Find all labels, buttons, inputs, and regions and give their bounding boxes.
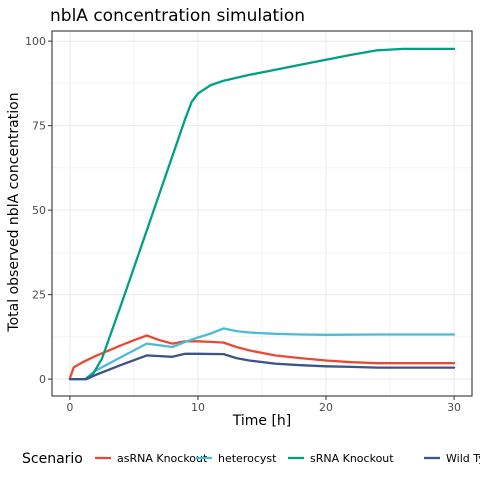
y-axis-title: Total observed nblA concentration xyxy=(6,92,22,332)
y-tick-label: 25 xyxy=(32,289,46,302)
x-tick-label: 20 xyxy=(319,401,333,414)
series-lines xyxy=(68,47,456,381)
legend-label-wild-type: Wild Type xyxy=(446,452,480,465)
series-line-srna-knockout xyxy=(68,47,456,381)
axis-ticks: 0 10 20 30 0 25 50 75 100 xyxy=(25,35,461,414)
series-line-heterocyst xyxy=(68,327,456,381)
legend-label-srna-knockout: sRNA Knockout xyxy=(310,452,394,465)
legend-label-asrna-knockout: asRNA Knockout xyxy=(117,452,208,465)
x-tick-label: 30 xyxy=(447,401,461,414)
grid xyxy=(52,31,472,396)
series-line-wild-type xyxy=(68,352,456,381)
x-tick-label: 10 xyxy=(191,401,205,414)
y-tick-label: 75 xyxy=(32,120,46,133)
legend: Scenario asRNA Knockout heterocyst sRNA Kn… xyxy=(22,451,480,467)
legend-title: Scenario xyxy=(22,451,83,467)
y-tick-label: 0 xyxy=(39,373,46,386)
legend-label-heterocyst: heterocyst xyxy=(218,452,277,465)
chart-title: nblA concentration simulation xyxy=(50,6,305,26)
y-tick-label: 100 xyxy=(25,35,46,48)
plot-panel-border xyxy=(51,30,473,397)
y-tick-label: 50 xyxy=(32,204,46,217)
x-axis-title: Time [h] xyxy=(232,413,292,429)
x-tick-label: 0 xyxy=(66,401,73,414)
